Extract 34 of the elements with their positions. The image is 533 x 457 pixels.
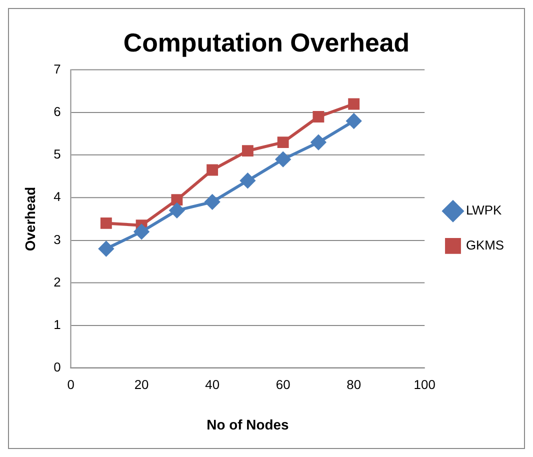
x-axis-title: No of Nodes: [206, 416, 289, 433]
x-tick-label: 80: [346, 377, 362, 392]
point: [206, 164, 218, 176]
point: [242, 145, 254, 157]
y-tick-label: 1: [54, 316, 61, 332]
point: [312, 111, 324, 122]
point: [204, 194, 220, 210]
y-tick-label: 2: [54, 274, 61, 290]
y-tick-label: 5: [54, 146, 61, 162]
point: [346, 114, 362, 128]
x-tick-label: 40: [205, 377, 220, 392]
point: [100, 217, 112, 229]
x-tick-label: 60: [276, 377, 290, 392]
point: [134, 224, 150, 240]
y-tick-label: 0: [54, 360, 61, 375]
point: [310, 134, 326, 150]
chart-title: Computation Overhead: [123, 30, 410, 58]
y-tick-label: 3: [54, 232, 61, 247]
y-tick-label: 7: [54, 61, 61, 76]
y-axis-title: Overhead: [22, 186, 38, 252]
point: [98, 241, 114, 256]
x-tick-label: 0: [67, 377, 74, 392]
x-tick-label: 20: [134, 377, 149, 392]
legend-label: LWPK: [466, 202, 502, 218]
x-tick-label: 100: [414, 377, 436, 392]
legend-label: GKMS: [466, 237, 504, 252]
y-tick-label: 4: [54, 189, 61, 204]
point: [277, 136, 289, 148]
point: [240, 173, 256, 188]
point: [276, 152, 291, 167]
point: [348, 98, 360, 110]
y-tick-label: 6: [54, 104, 61, 120]
point: [171, 194, 183, 206]
point: [169, 202, 184, 218]
